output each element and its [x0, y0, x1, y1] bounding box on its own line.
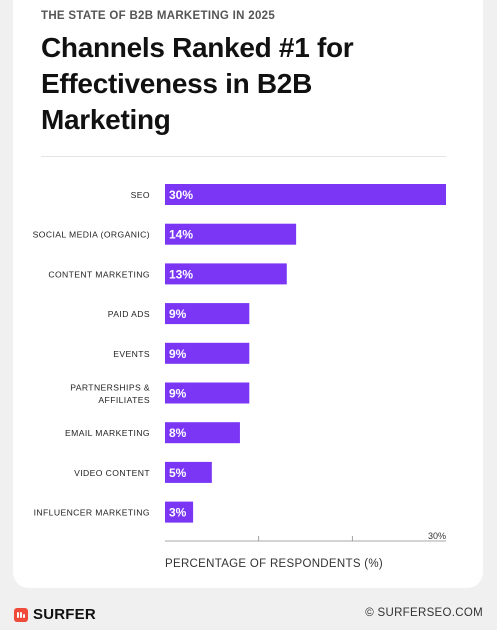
bar-8 — [165, 501, 194, 523]
bar-value-label-6: 8% — [169, 426, 187, 440]
category-label-1: SOCIAL MEDIA (ORGANIC) — [33, 230, 150, 240]
bar-7 — [165, 461, 212, 483]
category-label-5: PARTNERSHIPS & AFFILIATES — [70, 382, 150, 405]
bar-value-label-2: 13% — [169, 267, 193, 281]
bar-value-label-8: 3% — [169, 506, 187, 520]
bar-2 — [165, 263, 287, 285]
chart-title: Channels Ranked #1 for Effectiveness in … — [41, 32, 354, 135]
chart-eyebrow: THE STATE OF B2B MARKETING IN 2025 — [41, 10, 276, 22]
bar-4 — [165, 342, 250, 364]
title-divider — [41, 156, 446, 157]
category-label-4: EVENTS — [113, 349, 150, 359]
category-label-8: INFLUENCER MARKETING — [34, 508, 150, 518]
category-label-0: SEO — [131, 190, 150, 200]
bar-0 — [165, 184, 446, 205]
footer-copyright: © SURFERSEO.COM — [365, 607, 483, 619]
bar-value-label-0: 30% — [169, 188, 193, 202]
bar-value-label-4: 9% — [169, 347, 187, 361]
category-label-2: CONTENT MARKETING — [48, 269, 150, 279]
bar-5 — [165, 382, 250, 404]
bar-value-label-5: 9% — [169, 387, 187, 401]
bar-value-label-3: 9% — [169, 307, 187, 321]
bar-3 — [165, 303, 250, 325]
category-label-6: EMAIL MARKETING — [65, 428, 150, 438]
surfer-logo-icon — [14, 607, 28, 622]
x-axis-label: PERCENTAGE OF RESPONDENTS (%) — [165, 558, 384, 570]
category-label-7: VIDEO CONTENT — [74, 468, 150, 478]
x-tick-label-max: 30% — [428, 531, 446, 541]
bar-6 — [165, 422, 240, 444]
surfer-logo: SURFER — [14, 606, 96, 623]
chart-card — [13, 0, 483, 588]
bar-chart: 30% SEO 14% SOCIAL MEDIA (ORGANIC) 13% CONTEN… — [33, 184, 446, 542]
bar-value-label-1: 14% — [169, 228, 193, 242]
category-label-3: PAID ADS — [108, 309, 150, 319]
surfer-brand-text: SURFER — [33, 606, 96, 623]
bar-value-label-7: 5% — [169, 466, 187, 480]
bar-1 — [165, 223, 297, 245]
